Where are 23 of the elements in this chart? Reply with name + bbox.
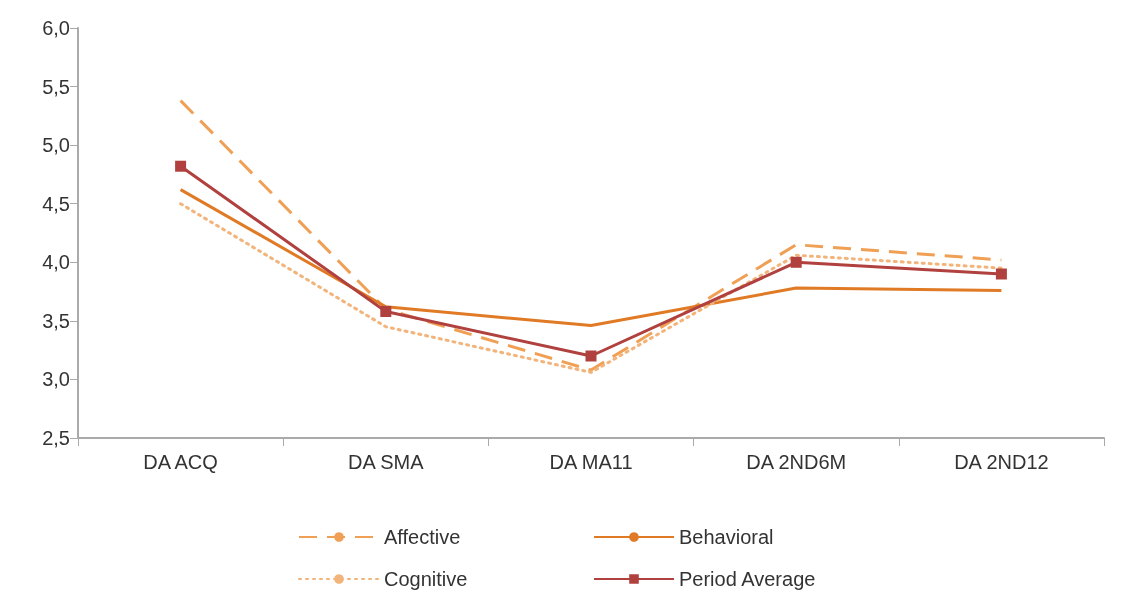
x-tick-label: DA 2ND12 (954, 451, 1049, 473)
y-tick-label: 4,0 (42, 251, 70, 274)
legend-label: Behavioral (679, 526, 774, 548)
y-tick-label: 5,5 (42, 75, 70, 98)
legend-label: Period Average (679, 568, 816, 590)
y-tick-label: 3,0 (42, 368, 70, 391)
legend-label: Affective (384, 526, 461, 548)
x-tick-label: DA ACQ (143, 451, 218, 473)
y-tick-label: 4,5 (42, 192, 70, 215)
line-series (179, 188, 1003, 328)
point (380, 305, 392, 317)
x-tick-label: DA 2ND6M (746, 451, 847, 473)
point (790, 256, 802, 268)
point (585, 350, 597, 362)
legend-label: Cognitive (384, 568, 468, 590)
point (175, 160, 187, 172)
x-tick-label: DA MA11 (549, 451, 633, 473)
y-tick-label: 2,5 (42, 427, 70, 449)
y-tick-label: 5,0 (42, 134, 70, 157)
point (995, 268, 1007, 280)
x-tick-label: DA SMA (348, 451, 425, 473)
y-tick-label: 6,0 (42, 17, 70, 39)
y-tick-label: 3,5 (42, 309, 70, 332)
